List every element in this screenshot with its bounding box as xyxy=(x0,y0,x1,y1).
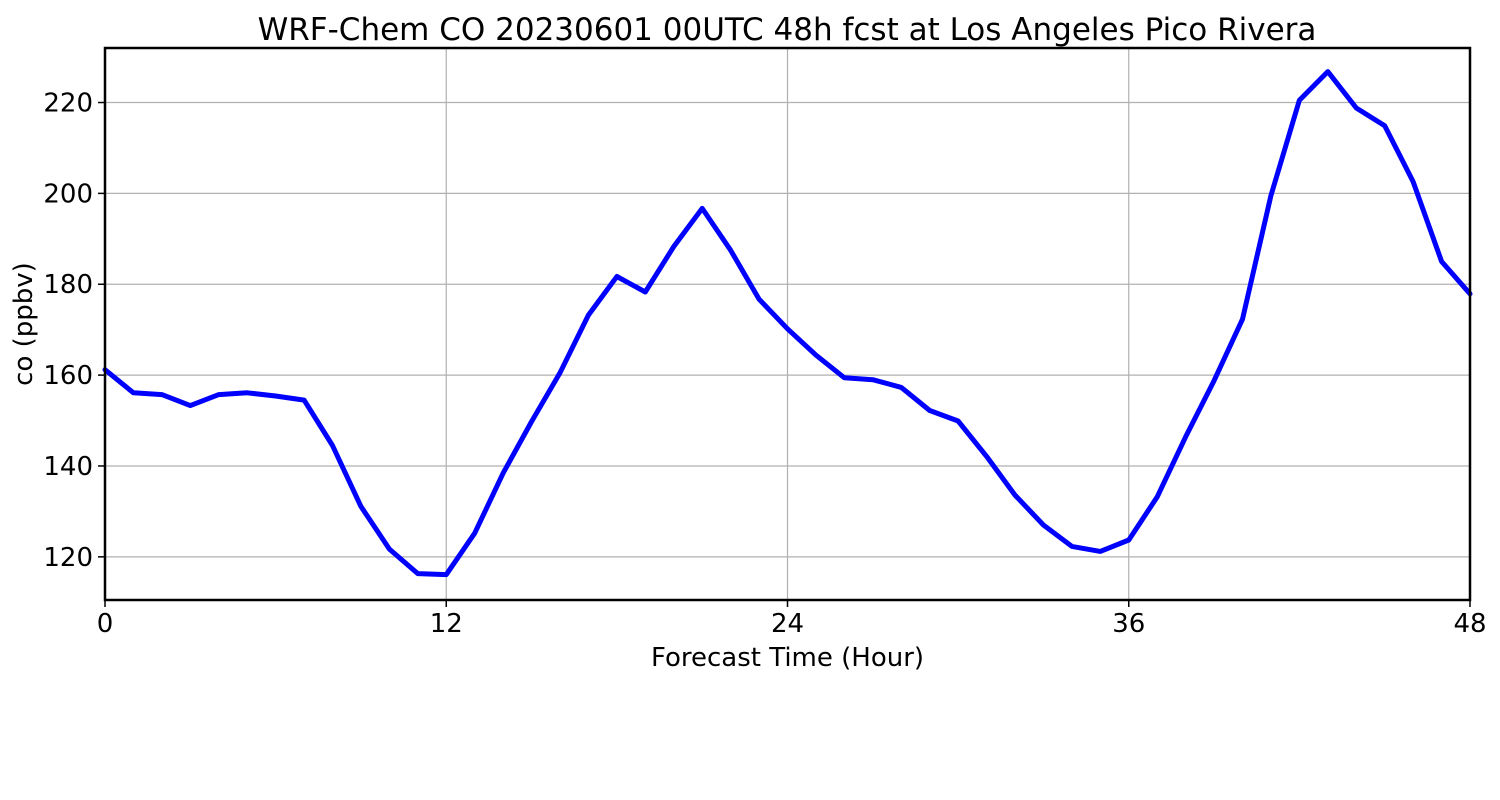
y-axis-label: co (ppbv) xyxy=(9,262,39,386)
y-tick-label: 200 xyxy=(43,179,93,209)
x-tick-label: 24 xyxy=(771,609,804,639)
y-tick-label: 220 xyxy=(43,89,93,119)
y-tick-label: 160 xyxy=(43,361,93,391)
x-tick-label: 36 xyxy=(1112,609,1145,639)
co-series-line xyxy=(102,69,1473,578)
y-tick-label: 140 xyxy=(43,452,93,482)
x-tick-label: 12 xyxy=(430,609,463,639)
x-axis-label: Forecast Time (Hour) xyxy=(651,643,924,673)
x-tick-label: 48 xyxy=(1453,609,1486,639)
series-layer xyxy=(102,69,1473,578)
y-tick-label: 120 xyxy=(43,543,93,573)
x-axis-ticks: 0 12 24 36 48 xyxy=(97,600,1487,639)
x-tick-label: 0 xyxy=(97,609,114,639)
y-tick-label: 180 xyxy=(43,270,93,300)
chart-title: WRF-Chem CO 20230601 00UTC 48h fcst at L… xyxy=(258,12,1317,48)
y-axis-ticks: 120 140 160 180 200 220 xyxy=(43,89,105,573)
